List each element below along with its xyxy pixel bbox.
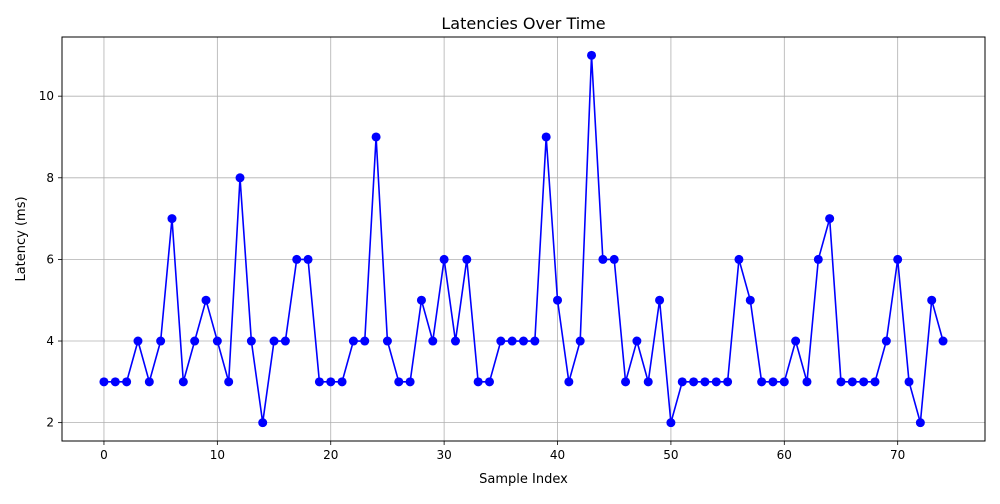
data-point — [122, 377, 132, 387]
y-tick-label: 2 — [46, 416, 54, 430]
x-tick-label: 40 — [550, 448, 565, 462]
data-point — [825, 214, 835, 224]
data-point — [643, 377, 653, 387]
y-axis-label: Latency (ms) — [14, 196, 29, 281]
y-tick-label: 10 — [39, 89, 54, 103]
data-point — [99, 377, 109, 387]
data-point — [337, 377, 347, 387]
data-point — [757, 377, 767, 387]
data-point — [507, 336, 517, 346]
chart-title: Latencies Over Time — [441, 14, 605, 33]
plot-frame — [61, 36, 986, 442]
data-point — [677, 377, 687, 387]
data-point — [564, 377, 574, 387]
series — [99, 50, 948, 428]
x-tick-label: 60 — [777, 448, 792, 462]
data-point — [938, 336, 948, 346]
data-point — [246, 336, 256, 346]
data-point — [689, 377, 699, 387]
data-point — [156, 336, 166, 346]
data-point — [904, 377, 914, 387]
data-point — [394, 377, 404, 387]
data-point — [303, 254, 313, 264]
data-point — [382, 336, 392, 346]
ticks: 0 10 20 30 40 50 60 70 2 4 6 8 10 — [39, 89, 906, 462]
x-tick-label: 50 — [663, 448, 678, 462]
data-point — [711, 377, 721, 387]
data-point — [133, 336, 143, 346]
data-point — [258, 418, 268, 428]
data-point — [621, 377, 631, 387]
x-tick-label: 10 — [210, 448, 225, 462]
data-point — [473, 377, 483, 387]
data-point — [836, 377, 846, 387]
data-point — [893, 254, 903, 264]
data-point — [348, 336, 358, 346]
x-tick-label: 70 — [890, 448, 905, 462]
data-point — [598, 254, 608, 264]
y-tick-label: 8 — [46, 171, 54, 185]
data-point — [224, 377, 234, 387]
data-point — [745, 295, 755, 305]
data-point — [416, 295, 426, 305]
data-point — [541, 132, 551, 142]
x-axis-label: Sample Index — [479, 472, 568, 487]
data-point — [553, 295, 563, 305]
data-point — [859, 377, 869, 387]
data-point — [190, 336, 200, 346]
data-point — [428, 336, 438, 346]
data-point — [326, 377, 336, 387]
data-point — [360, 336, 370, 346]
data-point — [734, 254, 744, 264]
data-point — [201, 295, 211, 305]
grid — [62, 37, 985, 441]
data-point — [575, 336, 585, 346]
y-tick-label: 4 — [46, 334, 54, 348]
data-point — [791, 336, 801, 346]
data-point — [915, 418, 925, 428]
data-point — [462, 254, 472, 264]
y-tick-label: 6 — [46, 252, 54, 266]
x-tick-label: 30 — [436, 448, 451, 462]
data-point — [292, 254, 302, 264]
data-point — [371, 132, 381, 142]
data-point — [235, 173, 245, 183]
data-point — [484, 377, 494, 387]
data-point — [666, 418, 676, 428]
data-point — [700, 377, 710, 387]
x-tick-label: 20 — [323, 448, 338, 462]
data-point — [314, 377, 324, 387]
data-point — [779, 377, 789, 387]
data-point — [587, 50, 597, 60]
data-point — [280, 336, 290, 346]
data-point — [847, 377, 857, 387]
data-point — [269, 336, 279, 346]
data-point — [519, 336, 528, 346]
data-point — [178, 377, 188, 387]
data-point — [110, 377, 120, 387]
data-point — [881, 336, 891, 346]
data-point — [632, 336, 642, 346]
data-point — [439, 254, 449, 264]
data-point — [802, 377, 812, 387]
data-point — [927, 295, 937, 305]
data-point — [723, 377, 733, 387]
data-point — [212, 336, 222, 346]
data-point — [655, 295, 665, 305]
data-point — [144, 377, 154, 387]
data-point — [405, 377, 415, 387]
data-point — [609, 254, 619, 264]
data-point — [450, 336, 460, 346]
data-point — [496, 336, 506, 346]
data-point — [768, 377, 778, 387]
data-point — [813, 254, 823, 264]
x-tick-label: 0 — [100, 448, 108, 462]
data-point — [870, 377, 880, 387]
data-point — [530, 336, 540, 346]
data-point — [167, 214, 177, 224]
